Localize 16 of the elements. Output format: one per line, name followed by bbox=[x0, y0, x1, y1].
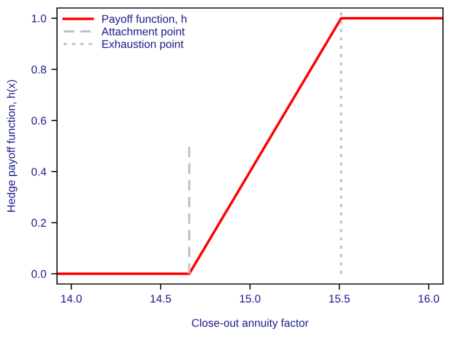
y-axis-title: Hedge payoff function, h(x) bbox=[6, 80, 18, 212]
x-tick-label: 14.5 bbox=[150, 294, 171, 303]
y-tick-label: 0.4 bbox=[32, 168, 46, 176]
y-tick-label: 0.0 bbox=[32, 270, 46, 278]
x-tick-label: 15.0 bbox=[240, 294, 260, 303]
legend-label: Exhaustion point bbox=[102, 40, 184, 50]
x-tick-label: 14.0 bbox=[61, 294, 82, 303]
x-tick-label: 15.5 bbox=[329, 294, 350, 303]
x-axis-title: Close-out annuity factor bbox=[192, 318, 308, 330]
y-tick-label: 1.0 bbox=[32, 14, 46, 22]
legend-label: Payoff function, h bbox=[102, 14, 186, 26]
x-tick-label: 16.0 bbox=[418, 294, 440, 303]
y-tick-label: 0.2 bbox=[32, 218, 46, 227]
y-tick-label: 0.6 bbox=[32, 116, 46, 125]
y-tick-label: 0.8 bbox=[32, 66, 46, 74]
legend-label: Attachment point bbox=[101, 27, 185, 38]
